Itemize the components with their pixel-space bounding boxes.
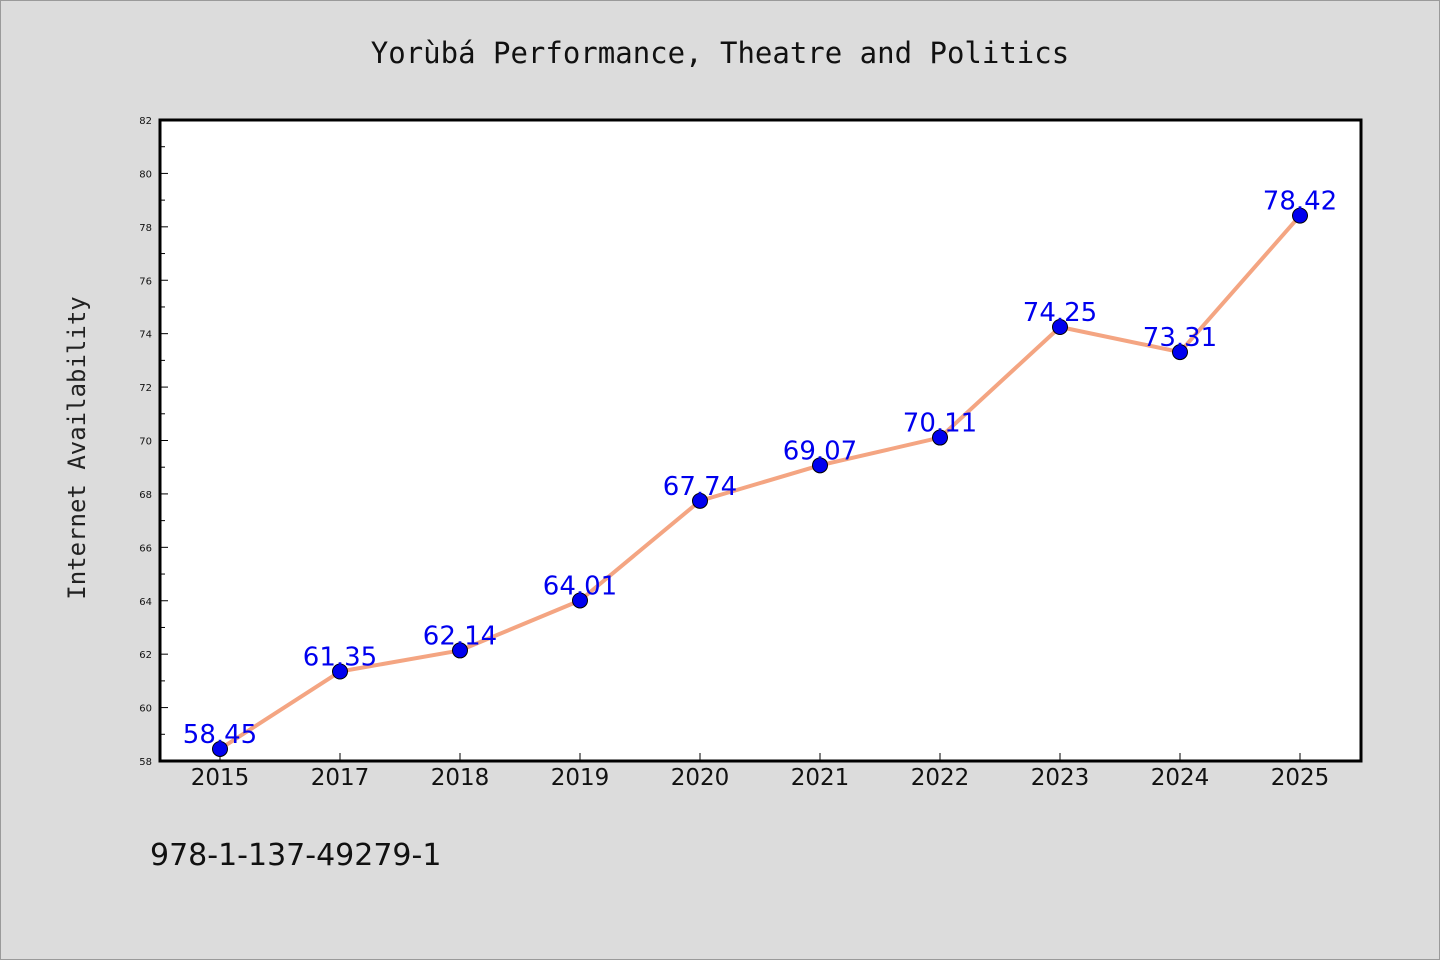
data-label: 64.01 <box>543 571 617 601</box>
x-tick-label: 2018 <box>431 765 490 791</box>
y-tick-label: 68 <box>139 490 152 501</box>
x-tick-label: 2015 <box>191 765 250 791</box>
data-labels: 58.45 61.35 62.14 64.01 67.74 69.07 70.11 74.25… <box>183 187 1337 750</box>
data-point <box>812 457 828 474</box>
data-label: 58.45 <box>183 720 257 750</box>
data-markers <box>212 207 1308 757</box>
y-tick-label: 64 <box>139 597 152 608</box>
x-tick-label: 2025 <box>1271 765 1330 791</box>
data-point <box>1172 344 1188 361</box>
data-point <box>332 663 348 680</box>
data-label: 78.42 <box>1263 187 1337 217</box>
x-tick-label: 2023 <box>1031 765 1090 791</box>
y-axis: 58 60 62 64 66 68 70 72 74 76 78 80 82 <box>139 116 168 768</box>
data-label: 70.11 <box>903 409 977 439</box>
y-tick-label: 58 <box>139 757 152 768</box>
x-tick-label: 2024 <box>1151 765 1210 791</box>
data-label: 69.07 <box>783 436 857 466</box>
data-point <box>1292 207 1308 224</box>
y-tick-label: 66 <box>139 543 152 554</box>
data-point <box>452 642 468 659</box>
y-tick-label: 82 <box>139 116 152 127</box>
data-point <box>692 492 708 509</box>
isbn-text: 978-1-137-49279-1 <box>150 838 441 873</box>
y-tick-label: 60 <box>139 704 152 715</box>
x-tick-label: 2020 <box>671 765 730 791</box>
data-label: 62.14 <box>423 621 497 651</box>
x-axis: 2015 2017 2018 2019 2020 2021 2022 2023 2024 2025 <box>191 753 1330 791</box>
y-tick-label: 74 <box>139 330 152 341</box>
y-tick-label: 80 <box>139 169 152 180</box>
series-line <box>218 214 1302 751</box>
plot-area <box>158 118 1363 763</box>
data-point <box>572 592 588 609</box>
data-label: 73.31 <box>1143 323 1217 353</box>
y-tick-label: 72 <box>139 383 152 394</box>
x-tick-label: 2019 <box>551 765 610 791</box>
y-tick-label: 70 <box>139 437 152 448</box>
data-point <box>212 740 228 757</box>
data-point <box>1052 318 1068 335</box>
x-tick-label: 2022 <box>911 765 970 791</box>
data-label: 61.35 <box>303 643 377 673</box>
data-label: 74.25 <box>1023 298 1097 328</box>
data-point <box>932 429 948 446</box>
x-tick-label: 2021 <box>791 765 850 791</box>
x-tick-label: 2017 <box>311 765 370 791</box>
y-tick-label: 78 <box>139 223 152 234</box>
chart-title: Yorùbá Performance, Theatre and Politics <box>371 36 1069 70</box>
y-tick-label: 62 <box>139 650 152 661</box>
data-label: 67.74 <box>663 472 737 502</box>
y-axis-label: Internet Availability <box>63 296 91 599</box>
series-line-group <box>218 214 1302 751</box>
y-tick-label: 76 <box>139 276 152 287</box>
